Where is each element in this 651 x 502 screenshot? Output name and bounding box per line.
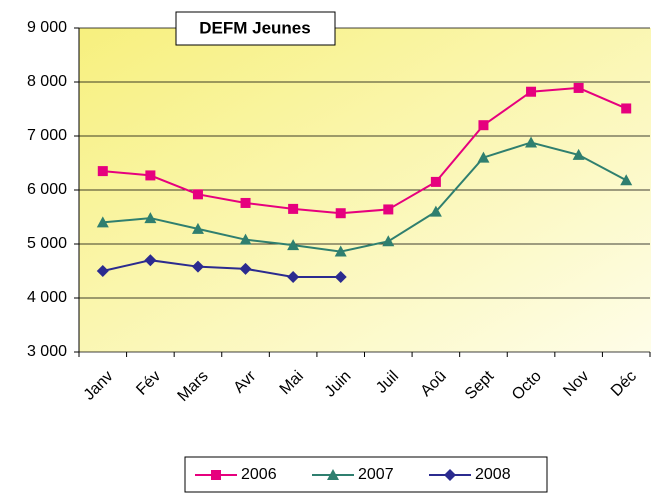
y-tick-label: 3 000 bbox=[27, 343, 67, 360]
marker bbox=[335, 208, 346, 219]
marker bbox=[382, 235, 395, 247]
x-tick-label: Aoû bbox=[418, 368, 450, 400]
x-tick-label: Avr bbox=[231, 367, 260, 396]
marker bbox=[96, 216, 109, 228]
marker bbox=[97, 166, 108, 177]
marker bbox=[525, 136, 538, 148]
legend-label: 2008 bbox=[475, 466, 511, 483]
x-tick-label: Octo bbox=[509, 368, 545, 404]
marker bbox=[444, 469, 456, 481]
marker bbox=[239, 262, 252, 275]
y-tick-label: 6 000 bbox=[27, 181, 67, 198]
marker bbox=[430, 176, 441, 187]
title-box bbox=[175, 11, 336, 46]
x-tick-label: Juin bbox=[322, 368, 355, 401]
marker bbox=[145, 170, 156, 181]
marker bbox=[239, 233, 252, 245]
marker bbox=[526, 86, 537, 97]
x-tick-label: Nov bbox=[560, 368, 592, 400]
y-tick-label: 4 000 bbox=[27, 289, 67, 306]
marker bbox=[383, 204, 394, 215]
marker bbox=[288, 203, 299, 214]
marker bbox=[334, 270, 347, 283]
marker bbox=[573, 82, 584, 93]
marker bbox=[192, 189, 203, 200]
x-tick-label: Sept bbox=[462, 367, 498, 403]
y-tick-label: 9 000 bbox=[27, 19, 67, 36]
y-tick-label: 8 000 bbox=[27, 73, 67, 90]
marker bbox=[191, 222, 204, 234]
y-tick-label: 5 000 bbox=[27, 235, 67, 252]
marker bbox=[621, 103, 632, 114]
marker bbox=[327, 469, 339, 480]
x-tick-label: Fév bbox=[133, 368, 164, 399]
marker bbox=[287, 239, 300, 251]
legend-label: 2007 bbox=[358, 466, 394, 483]
series-line bbox=[102, 141, 627, 253]
x-tick-label: Mars bbox=[175, 368, 212, 405]
legend-box bbox=[184, 456, 548, 493]
marker bbox=[240, 197, 251, 208]
y-tick-label: 7 000 bbox=[27, 127, 67, 144]
marker bbox=[287, 270, 300, 283]
marker bbox=[144, 254, 157, 267]
series-line bbox=[102, 259, 341, 278]
marker bbox=[572, 148, 585, 160]
marker bbox=[334, 245, 347, 257]
marker bbox=[477, 151, 490, 163]
x-tick-label: Mai bbox=[277, 368, 307, 398]
x-tick-label: Déc bbox=[608, 368, 640, 400]
x-tick-label: Janv bbox=[81, 368, 117, 404]
marker bbox=[211, 470, 221, 480]
marker bbox=[96, 265, 109, 277]
marker bbox=[144, 212, 157, 224]
chart-title: DEFM Jeunes bbox=[199, 18, 310, 37]
x-tick-label: Juil bbox=[373, 368, 402, 397]
marker bbox=[429, 205, 442, 217]
marker bbox=[191, 260, 204, 273]
marker bbox=[620, 174, 633, 186]
series-line bbox=[102, 86, 627, 215]
legend-label: 2006 bbox=[241, 466, 277, 483]
marker bbox=[478, 120, 489, 131]
